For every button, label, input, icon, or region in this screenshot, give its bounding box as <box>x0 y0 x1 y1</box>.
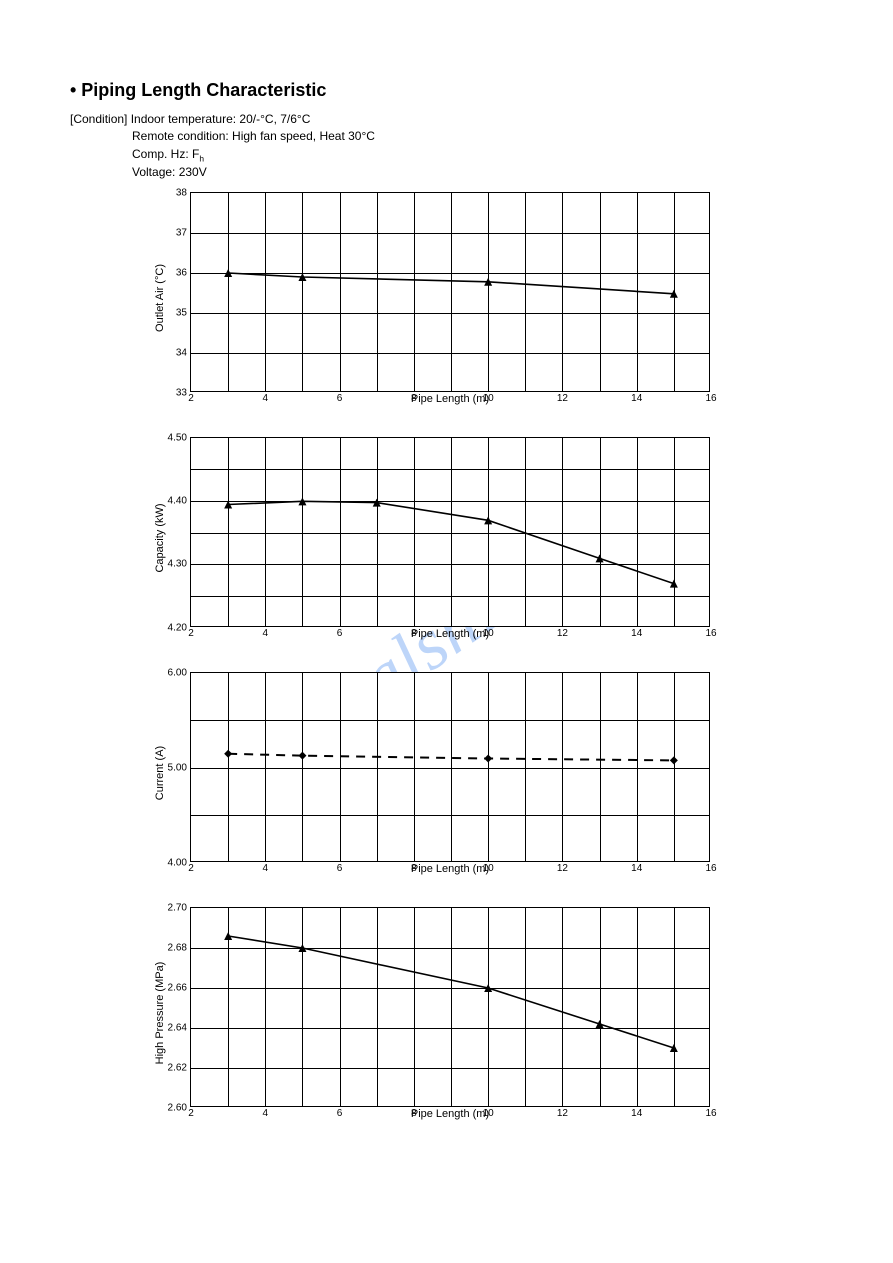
x-tick-label: 14 <box>631 393 642 404</box>
x-tick-label: 8 <box>411 628 417 639</box>
y-tick-label: 33 <box>176 387 187 398</box>
conditions-block: [Condition] Indoor temperature: 20/-°C, … <box>70 111 823 182</box>
y-tick-label: 4.30 <box>168 559 187 570</box>
x-tick-label: 4 <box>263 628 269 639</box>
series-svg <box>191 908 711 1108</box>
x-tick-label: 2 <box>188 863 194 874</box>
x-tick-label: 2 <box>188 393 194 404</box>
x-tick-label: 12 <box>557 863 568 874</box>
y-tick-label: 2.66 <box>168 982 187 993</box>
series-svg <box>191 193 711 393</box>
series-line <box>228 501 674 583</box>
x-tick-label: 12 <box>557 393 568 404</box>
plot-area: 2468101214164.005.006.00 <box>190 672 710 862</box>
page: manualshive.com • Piping Length Characte… <box>0 0 893 1263</box>
x-tick-label: 12 <box>557 628 568 639</box>
cond-line3: Comp. Hz: Fh <box>70 146 823 165</box>
x-tick-label: 14 <box>631 628 642 639</box>
cond-line1: Indoor temperature: 20/-°C, 7/6°C <box>131 112 311 126</box>
plot-area: 2468101214164.204.304.404.50 <box>190 437 710 627</box>
data-marker <box>670 1044 678 1052</box>
y-tick-label: 2.60 <box>168 1102 187 1113</box>
y-tick-label: 2.68 <box>168 942 187 953</box>
y-tick-label: 35 <box>176 307 187 318</box>
data-marker <box>596 1020 604 1028</box>
y-tick-label: 34 <box>176 347 187 358</box>
y-tick-label: 4.20 <box>168 622 187 633</box>
series-svg <box>191 438 711 628</box>
x-tick-label: 8 <box>411 1108 417 1119</box>
series-line <box>228 273 674 294</box>
data-marker <box>670 579 678 587</box>
y-axis-label: Capacity (kW) <box>154 504 166 573</box>
x-tick-label: 4 <box>263 863 269 874</box>
x-tick-label: 8 <box>411 863 417 874</box>
series-line <box>228 754 674 761</box>
data-marker <box>596 554 604 562</box>
cond-label: [Condition] <box>70 112 131 126</box>
y-tick-label: 2.62 <box>168 1062 187 1073</box>
x-tick-label: 2 <box>188 628 194 639</box>
x-tick-label: 14 <box>631 1108 642 1119</box>
chart-outlet-air: Outlet Air (°C)246810121416333435363738P… <box>190 192 823 405</box>
data-marker <box>224 750 232 758</box>
x-tick-label: 16 <box>705 628 716 639</box>
chart-current: Current (A)2468101214164.005.006.00Pipe … <box>190 672 823 875</box>
charts-container: Outlet Air (°C)246810121416333435363738P… <box>190 192 823 1120</box>
x-tick-label: 16 <box>705 863 716 874</box>
x-tick-label: 14 <box>631 863 642 874</box>
plot-area: 2468101214162.602.622.642.662.682.70 <box>190 907 710 1107</box>
y-axis-label: Outlet Air (°C) <box>154 264 166 332</box>
y-tick-label: 2.64 <box>168 1022 187 1033</box>
y-tick-label: 6.00 <box>168 667 187 678</box>
data-marker <box>670 756 678 764</box>
x-tick-label: 6 <box>337 628 343 639</box>
y-tick-label: 36 <box>176 267 187 278</box>
y-tick-label: 4.50 <box>168 432 187 443</box>
x-tick-label: 10 <box>483 1108 494 1119</box>
cond-line2: Remote condition: High fan speed, Heat 3… <box>70 128 823 145</box>
x-tick-label: 4 <box>263 393 269 404</box>
x-tick-label: 8 <box>411 393 417 404</box>
y-tick-label: 4.00 <box>168 857 187 868</box>
x-tick-label: 2 <box>188 1108 194 1119</box>
x-tick-label: 4 <box>263 1108 269 1119</box>
y-tick-label: 37 <box>176 227 187 238</box>
x-tick-label: 6 <box>337 1108 343 1119</box>
data-marker <box>484 754 492 762</box>
x-tick-label: 10 <box>483 628 494 639</box>
data-marker <box>298 751 306 759</box>
chart-high-pressure: High Pressure (MPa)2468101214162.602.622… <box>190 907 823 1120</box>
x-tick-label: 16 <box>705 393 716 404</box>
y-axis-label: Current (A) <box>154 746 166 800</box>
x-tick-label: 6 <box>337 393 343 404</box>
y-tick-label: 5.00 <box>168 762 187 773</box>
y-tick-label: 2.70 <box>168 902 187 913</box>
series-line <box>228 936 674 1048</box>
chart-capacity: Capacity (kW)2468101214164.204.304.404.5… <box>190 437 823 640</box>
series-svg <box>191 673 711 863</box>
x-tick-label: 10 <box>483 393 494 404</box>
plot-area: 246810121416333435363738 <box>190 192 710 392</box>
y-axis-label: High Pressure (MPa) <box>154 962 166 1065</box>
x-tick-label: 12 <box>557 1108 568 1119</box>
x-tick-label: 6 <box>337 863 343 874</box>
page-title: • Piping Length Characteristic <box>70 80 823 101</box>
x-tick-label: 10 <box>483 863 494 874</box>
y-tick-label: 38 <box>176 187 187 198</box>
x-tick-label: 16 <box>705 1108 716 1119</box>
y-tick-label: 4.40 <box>168 496 187 507</box>
cond-line4: Voltage: 230V <box>70 164 823 181</box>
